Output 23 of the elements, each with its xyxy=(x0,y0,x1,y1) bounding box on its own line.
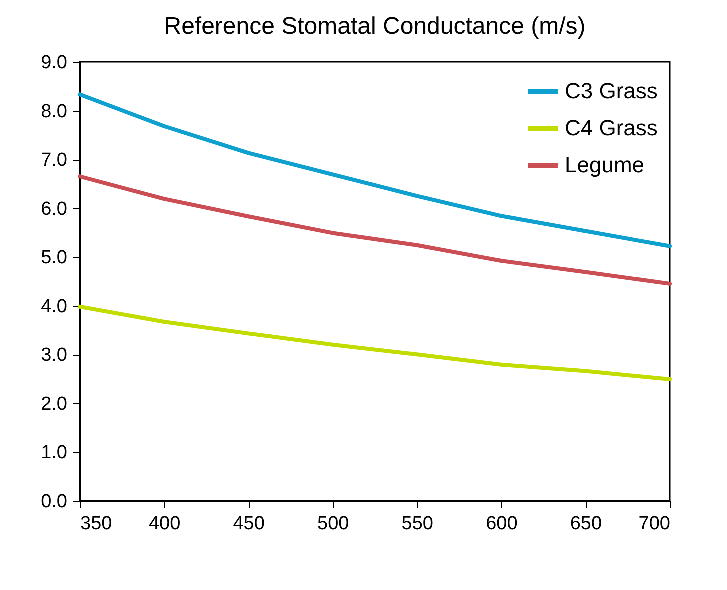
y-tick-label: 3.0 xyxy=(41,345,68,366)
x-tick-label: 550 xyxy=(402,514,434,534)
x-tick-label: 450 xyxy=(233,514,265,534)
y-tick-label: 7.0 xyxy=(41,150,68,172)
y-tick-label: 8.0 xyxy=(41,101,68,122)
y-tick-label: 9.0 xyxy=(41,52,68,74)
x-tick-label: 650 xyxy=(570,514,602,534)
y-tick-label: 0.0 xyxy=(41,492,68,512)
legend-label: C3 Grass xyxy=(565,78,658,104)
x-tick-label: 600 xyxy=(486,514,518,534)
x-tick-label: 500 xyxy=(318,514,350,534)
y-tick-label: 6.0 xyxy=(41,198,68,220)
y-tick-label: 5.0 xyxy=(41,248,68,269)
x-tick-label: 400 xyxy=(148,514,181,534)
y-tick-label: 4.0 xyxy=(41,296,68,318)
legend-label: C4 Grass xyxy=(565,116,658,140)
chart-title: Reference Stomatal Conductance (m/s) xyxy=(164,13,586,40)
line-series xyxy=(78,304,672,382)
legend-label: Legume xyxy=(565,152,645,178)
x-tick-label: 350 xyxy=(80,514,112,534)
x-tick-label: 700 xyxy=(638,514,670,534)
y-tick-label: 2.0 xyxy=(41,394,68,415)
y-tick-label: 1.0 xyxy=(41,442,68,464)
